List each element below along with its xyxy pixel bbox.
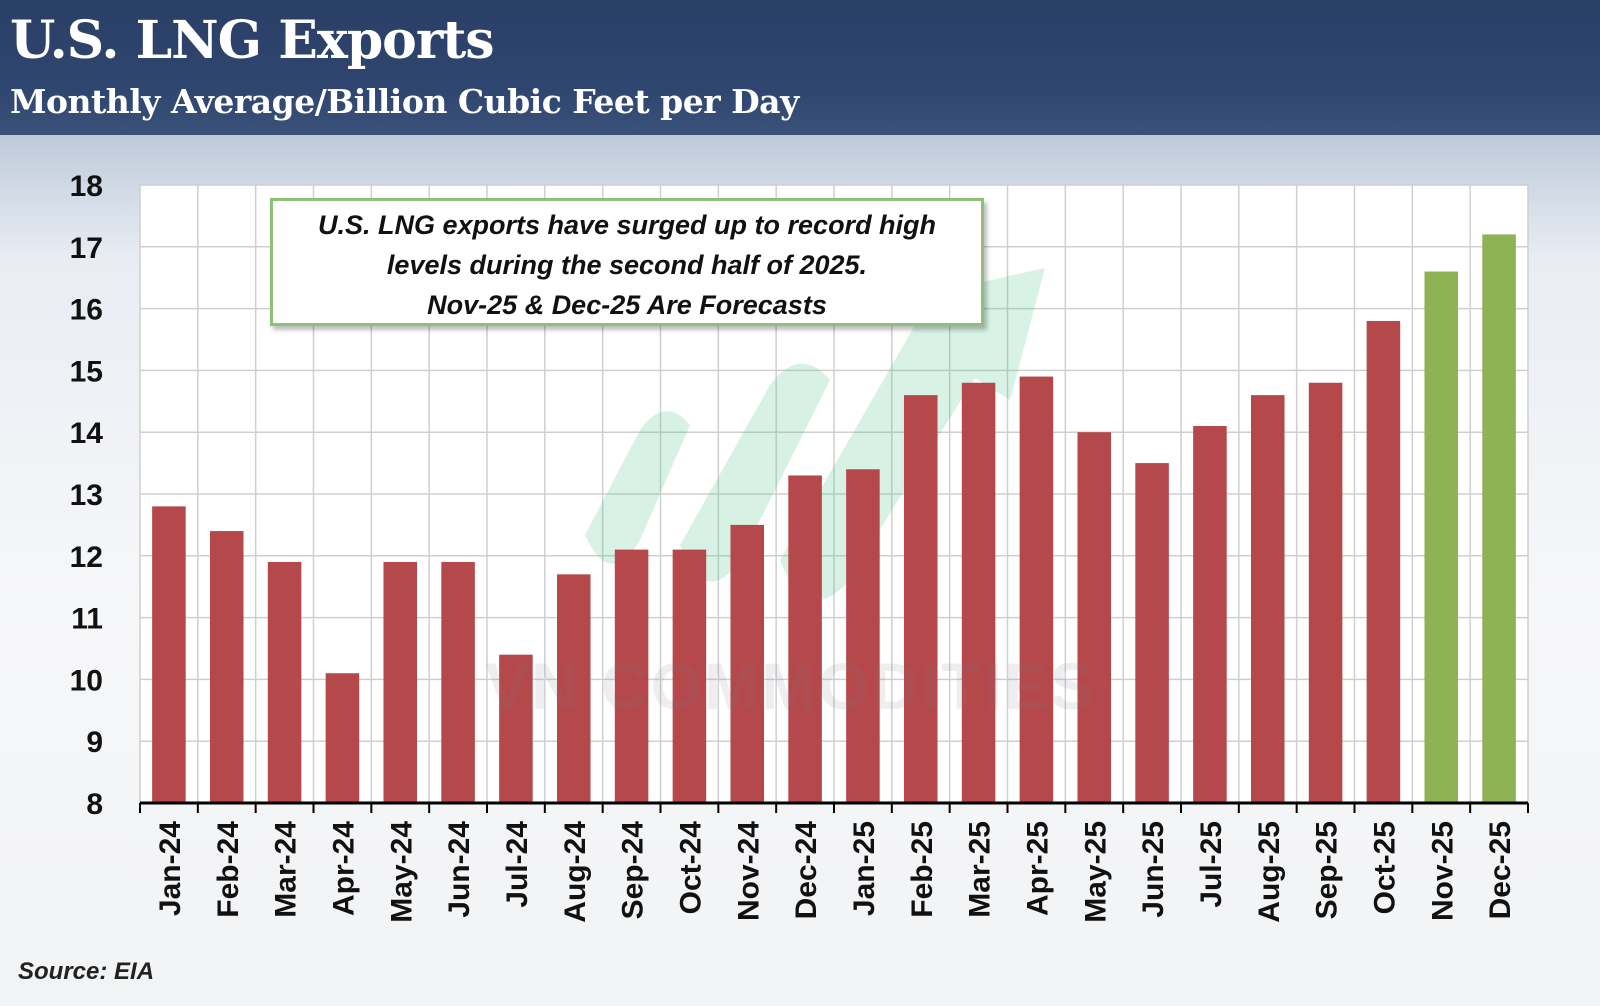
bar-sep-25 (1308, 382, 1343, 803)
x-tick-label: Nov-24 (732, 821, 765, 921)
bar-nov-24 (730, 524, 765, 803)
chart-axes (139, 801, 1529, 813)
y-tick-label: 17 (70, 232, 103, 265)
x-tick-label: May-25 (1079, 821, 1112, 923)
x-tick-label: Sep-24 (617, 821, 650, 920)
y-tick-label: 9 (86, 726, 103, 759)
chart-subtitle: Monthly Average/Billion Cubic Feet per D… (10, 82, 799, 121)
bar-sep-24 (614, 549, 649, 803)
bar-aug-25 (1250, 395, 1285, 803)
bar-oct-24 (672, 549, 707, 803)
bar-jul-24 (499, 654, 533, 803)
x-axis-labels: Jan-24 Feb-24 Mar-24 Apr-24 May-24 Jun-24 Jul-… (154, 821, 1517, 923)
x-tick-label: Jun-24 (443, 821, 476, 918)
bar-dec-25 (1482, 234, 1516, 803)
x-tick-label: Aug-24 (559, 821, 592, 923)
x-tick-label: Sep-25 (1311, 821, 1344, 919)
bar-jun-24 (441, 561, 475, 803)
y-tick-label: 10 (70, 664, 103, 697)
y-tick-label: 14 (70, 417, 104, 450)
bar-apr-24 (325, 673, 360, 803)
bar-jul-25 (1193, 426, 1227, 803)
bar-mar-24 (267, 561, 302, 803)
bar-jan-24 (152, 506, 186, 803)
bar-series (152, 234, 1516, 803)
bar-nov-25 (1424, 271, 1459, 803)
x-tick-label: Jul-24 (501, 821, 534, 908)
watermark: VN COMMODITIES (485, 649, 1097, 723)
chart-header: U.S. LNG Exports Monthly Average/Billion… (0, 0, 1600, 135)
annotation-box: U.S. LNG exports have surged up to recor… (270, 198, 984, 326)
bar-aug-24 (556, 574, 591, 803)
bar-may-24 (383, 561, 418, 803)
y-axis-labels: 8 9 10 11 12 13 14 15 16 17 18 (70, 170, 104, 821)
bar-oct-25 (1366, 320, 1401, 803)
x-tick-label: Jan-25 (848, 821, 881, 916)
source-note: Source: EIA (18, 958, 155, 985)
x-tick-label: Mar-25 (964, 821, 997, 918)
x-tick-label: Mar-24 (270, 821, 303, 918)
x-tick-label: Jul-25 (1195, 821, 1228, 908)
x-tick-label: Jan-24 (154, 821, 187, 916)
bar-jan-25 (846, 469, 880, 803)
x-tick-label: Oct-24 (674, 821, 707, 915)
annotation-line-3: Nov-25 & Dec-25 Are Forecasts (427, 290, 827, 320)
y-tick-label: 16 (70, 294, 103, 327)
x-tick-label: Aug-25 (1253, 821, 1286, 923)
x-tick-label: May-24 (385, 821, 418, 923)
x-tick-label: Jun-25 (1137, 821, 1170, 918)
y-tick-label: 12 (70, 541, 103, 574)
x-tick-label: Feb-25 (906, 821, 939, 918)
annotation-line-1: U.S. LNG exports have surged up to recor… (317, 210, 937, 240)
x-tick-label: Apr-24 (327, 821, 360, 916)
bar-mar-25 (961, 382, 996, 803)
chart-title: U.S. LNG Exports (10, 10, 495, 71)
bar-may-25 (1077, 432, 1112, 803)
x-tick-label: Apr-25 (1021, 821, 1054, 916)
bar-dec-24 (788, 475, 822, 803)
y-tick-label: 13 (70, 479, 103, 512)
x-tick-label: Dec-25 (1484, 821, 1517, 919)
annotation-line-2: levels during the second half of 2025. (386, 250, 868, 280)
bar-apr-25 (1019, 376, 1054, 803)
y-tick-label: 8 (86, 788, 103, 821)
bar-feb-24 (209, 531, 244, 803)
bar-jun-25 (1135, 463, 1169, 803)
y-tick-label: 18 (70, 170, 103, 203)
x-tick-label: Nov-25 (1426, 821, 1459, 921)
bar-feb-25 (903, 395, 938, 803)
x-tick-label: Oct-25 (1368, 821, 1401, 914)
y-tick-label: 11 (71, 603, 103, 636)
y-tick-label: 15 (70, 355, 103, 388)
x-tick-label: Dec-24 (790, 821, 823, 920)
x-tick-label: Feb-24 (212, 821, 245, 918)
